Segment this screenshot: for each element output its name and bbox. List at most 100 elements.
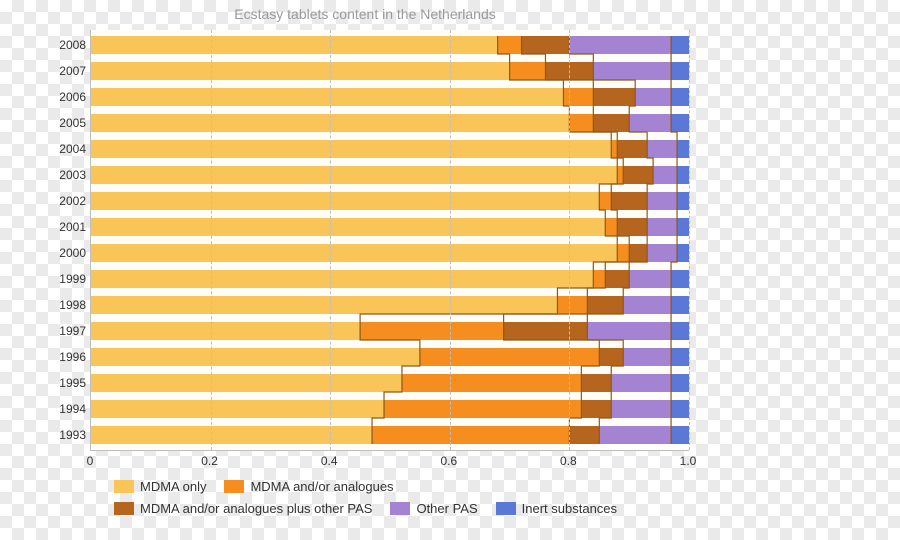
bar-segment xyxy=(677,140,689,158)
gridline xyxy=(211,30,212,450)
bar-segment xyxy=(611,400,671,418)
bar-segment xyxy=(420,348,599,366)
x-axis-tick: 0.2 xyxy=(201,454,218,468)
table-row xyxy=(91,400,689,418)
bar-segment xyxy=(671,426,689,444)
y-axis-tick: 2007 xyxy=(48,64,86,78)
table-row xyxy=(91,374,689,392)
table-row xyxy=(91,348,689,366)
bar-segment xyxy=(647,244,677,262)
legend-label: Other PAS xyxy=(416,501,477,516)
y-axis-tick: 1994 xyxy=(48,402,86,416)
x-axis-tick: 0.8 xyxy=(560,454,577,468)
table-row xyxy=(91,36,689,54)
y-axis-tick: 2002 xyxy=(48,194,86,208)
chart-title: Ecstasy tablets content in the Netherlan… xyxy=(30,0,700,26)
bar-segment xyxy=(605,270,629,288)
bar-segment xyxy=(91,140,611,158)
gridline xyxy=(330,30,331,450)
bar-segment xyxy=(384,400,581,418)
table-row xyxy=(91,88,689,106)
bar-segment xyxy=(91,36,498,54)
bar-segment xyxy=(653,166,677,184)
y-axis-tick: 2008 xyxy=(48,38,86,52)
table-row xyxy=(91,244,689,262)
bar-segment xyxy=(593,88,635,106)
bar-segment xyxy=(91,88,563,106)
bar-segment xyxy=(671,36,689,54)
table-row xyxy=(91,62,689,80)
bar-segment xyxy=(569,36,671,54)
bar-segment xyxy=(635,88,671,106)
x-axis-tick: 0.6 xyxy=(440,454,457,468)
bar-segment xyxy=(611,374,671,392)
table-row xyxy=(91,192,689,210)
legend-label: MDMA and/or analogues plus other PAS xyxy=(140,501,372,516)
bar-segment xyxy=(91,218,605,236)
legend-swatch xyxy=(114,480,134,493)
bar-segment xyxy=(677,244,689,262)
bar-segment xyxy=(671,348,689,366)
x-axis-tick: 0.4 xyxy=(321,454,338,468)
bar-segment xyxy=(629,244,647,262)
table-row xyxy=(91,140,689,158)
bar-segment xyxy=(504,322,588,340)
bar-segment xyxy=(372,426,569,444)
legend: MDMA only MDMA and/or analogues MDMA and/o… xyxy=(114,476,617,520)
legend-label: MDMA only xyxy=(140,479,206,494)
table-row xyxy=(91,270,689,288)
y-axis-tick: 2001 xyxy=(48,220,86,234)
bar-segment xyxy=(557,296,587,314)
plot-area xyxy=(90,30,689,451)
legend-swatch xyxy=(390,502,410,515)
bar-segment xyxy=(671,270,689,288)
table-row xyxy=(91,322,689,340)
bar-segment xyxy=(91,166,617,184)
y-axis-tick: 1997 xyxy=(48,324,86,338)
bar-segment xyxy=(91,270,593,288)
legend-item: MDMA only xyxy=(114,476,206,498)
bar-segment xyxy=(647,140,677,158)
x-axis-tick: 1.0 xyxy=(680,454,697,468)
bar-rows xyxy=(91,30,689,450)
legend-item: Other PAS xyxy=(390,498,477,520)
bar-segment xyxy=(647,218,677,236)
table-row xyxy=(91,114,689,132)
bar-segment xyxy=(677,218,689,236)
bar-segment xyxy=(91,322,360,340)
bar-segment xyxy=(91,348,420,366)
bar-segment xyxy=(569,114,593,132)
bar-segment xyxy=(581,400,611,418)
table-row xyxy=(91,166,689,184)
legend-swatch xyxy=(496,502,516,515)
y-axis-tick: 2000 xyxy=(48,246,86,260)
legend-item: MDMA and/or analogues plus other PAS xyxy=(114,498,372,520)
legend-label: MDMA and/or analogues xyxy=(250,479,393,494)
bar-segment xyxy=(593,270,605,288)
bar-segment xyxy=(623,348,671,366)
y-axis-tick: 1998 xyxy=(48,298,86,312)
y-axis-tick: 2004 xyxy=(48,142,86,156)
bar-segment xyxy=(617,244,629,262)
bar-segment xyxy=(522,36,570,54)
legend-swatch xyxy=(114,502,134,515)
bar-segment xyxy=(599,192,611,210)
gridline xyxy=(569,30,570,450)
bar-segment xyxy=(671,322,689,340)
bar-segment xyxy=(510,62,546,80)
bar-segment xyxy=(569,426,599,444)
bar-segment xyxy=(623,296,671,314)
legend-label: Inert substances xyxy=(522,501,617,516)
bar-segment xyxy=(599,426,671,444)
bar-segment xyxy=(91,296,557,314)
bar-segment xyxy=(587,296,623,314)
bar-segment xyxy=(629,114,671,132)
y-axis-tick: 1993 xyxy=(48,428,86,442)
bar-segment xyxy=(587,322,671,340)
bar-segment xyxy=(671,88,689,106)
bar-segment xyxy=(91,62,510,80)
bar-segment xyxy=(599,348,623,366)
y-axis-tick: 2006 xyxy=(48,90,86,104)
bar-segment xyxy=(593,114,629,132)
bar-segment xyxy=(677,192,689,210)
